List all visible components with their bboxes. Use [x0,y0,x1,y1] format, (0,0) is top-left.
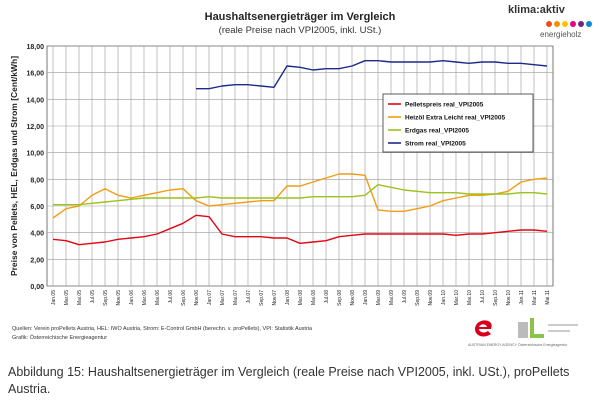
x-tick-label: Nov.06 [194,290,200,306]
x-tick-label: Jan.10 [441,290,447,305]
partner-logo-icon [518,318,578,338]
series-line [196,60,548,90]
x-tick-label: Nov.10 [506,290,512,306]
x-tick-label: Mai.11 [545,290,551,305]
series-line [52,173,548,219]
x-tick-label: Sep.06 [181,290,187,306]
legend-entry: Strom real_VPI2005 [405,141,466,148]
y-axis-label: Preise von Pellets, HEL, Erdgas und Stro… [9,56,19,276]
logo-dot [546,21,552,27]
series-line [53,184,548,206]
x-tick-label: Sep.08 [337,290,343,306]
x-tick-label: Mai.10 [467,290,473,305]
x-tick-label: Jan.06 [129,290,135,305]
x-tick-label: Nov.05 [116,290,122,306]
graphic-credit: Grafik: Österreichische Energieagentur [12,335,108,341]
y-tick-label: 4,00 [30,231,44,238]
x-tick-label: Jul.07 [246,290,252,304]
logo-sub: energieholz [540,30,582,39]
legend: Pelletspreis real_VPI2005 Heizöl Extra Le… [382,93,534,153]
x-tick-label: Mai.07 [233,290,239,305]
x-tick-label: Sep.07 [259,290,265,306]
y-tick-label: 12,00 [26,124,44,131]
x-tick-label: Mai.09 [389,290,395,305]
y-tick-label: 18,00 [26,44,44,51]
x-tick-label: Mai.06 [155,290,161,305]
x-tick-label: Jan.07 [207,290,213,305]
energy-agency-logo-icon [475,320,492,337]
y-tick-label: 6,00 [30,204,44,211]
x-tick-label: Jul.06 [168,290,174,304]
x-tick-label: Jan.05 [51,290,57,305]
series-line [52,214,548,246]
x-tick-label: Sep.10 [493,290,499,306]
x-tick-label: Mar.09 [376,290,382,306]
x-tick-label: Jan.09 [363,290,369,305]
series [52,60,548,246]
y-tick-label: 14,00 [26,97,44,104]
y-tick-label: 8,00 [30,177,44,184]
x-tick-label: Nov.07 [272,290,278,306]
logo-dot [554,21,560,27]
partner-logo-label: Österreichische Energieagentur [518,343,568,347]
grid [46,45,554,287]
logo-name: klima:aktiv [508,4,565,16]
x-tick-label: Nov.09 [428,290,434,306]
x-tick-label: Mar.06 [142,290,148,306]
x-tick-label: Mar.11 [532,290,538,305]
logo-dot [578,21,584,27]
x-tick-label: Jul.10 [480,290,486,304]
x-tick-label: Sep.09 [415,290,421,306]
figure-caption: Abbildung 15: Haushaltsenergieträger im … [8,365,570,396]
y-tick-label: 2,00 [30,257,44,264]
logo-dot [570,21,576,27]
legend-entry: Erdgas real_VPI2005 [405,128,469,135]
x-tick-label: Mar.07 [220,290,226,306]
x-tick-label: Mar.05 [64,290,70,306]
x-tick-label: Mar.08 [298,290,304,306]
x-tick-label: Jul.05 [90,290,96,304]
x-tick-label: Jan.08 [285,290,291,305]
legend-box [382,93,534,153]
x-tick-label: Mai.05 [77,290,83,305]
y-tick-label: 0,00 [30,284,44,291]
source-note: Quellen: Verein proPellets Austria, HEL:… [12,326,313,332]
x-tick-label: Mai.08 [311,290,317,305]
x-tick-label: Jan.11 [519,290,525,305]
chart-subtitle: (reale Preise nach VPI2005, inkl. USt.) [218,25,382,36]
energy-agency-label: AUSTRIAN ENERGY AGENCY [468,343,517,347]
line-chart: 0,00 2,00 4,00 6,00 8,00 10,00 12,00 14,00 16,00… [9,44,554,306]
x-tick-label: Nov.08 [350,290,356,306]
x-tick-label: Sep.05 [103,290,109,306]
klimaaktiv-logo: klima:aktiv energieholz [500,4,592,40]
chart-title: Haushaltsenergieträger im Vergleich [204,11,396,23]
axes: 0,00 2,00 4,00 6,00 8,00 10,00 12,00 14,00 16,00… [9,44,551,306]
y-tick-label: 16,00 [26,71,44,78]
x-tick-label: Jul.09 [402,290,408,304]
legend-entry: Heizöl Extra Leicht real_VPI2005 [405,115,505,122]
x-tick-label: Jul.08 [324,290,330,304]
x-tick-label: Mar.10 [454,290,460,306]
logo-dot [586,21,592,27]
legend-entry: Pelletspreis real_VPI2005 [405,102,484,109]
logo-dot [562,21,568,27]
y-tick-label: 10,00 [26,151,44,158]
